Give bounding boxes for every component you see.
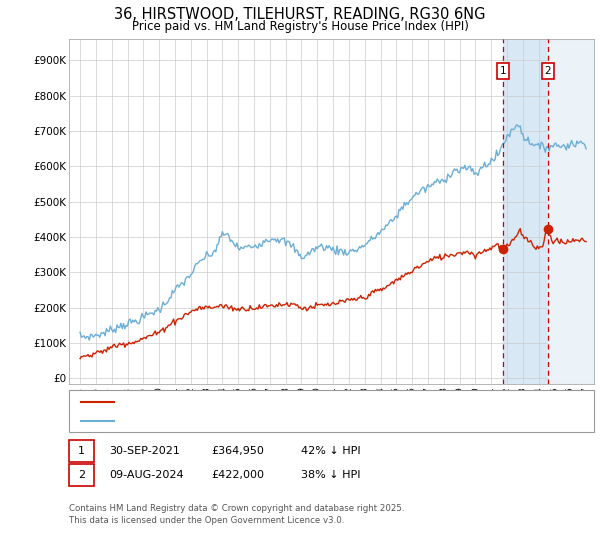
Text: Price paid vs. HM Land Registry's House Price Index (HPI): Price paid vs. HM Land Registry's House … [131,20,469,33]
Text: 2: 2 [545,66,551,76]
Text: £364,950: £364,950 [211,446,264,456]
Text: 42% ↓ HPI: 42% ↓ HPI [301,446,361,456]
Text: 1: 1 [78,446,85,456]
Text: Contains HM Land Registry data © Crown copyright and database right 2025.: Contains HM Land Registry data © Crown c… [69,504,404,513]
Text: This data is licensed under the Open Government Licence v3.0.: This data is licensed under the Open Gov… [69,516,344,525]
Text: £422,000: £422,000 [211,470,264,480]
Text: 30-SEP-2021: 30-SEP-2021 [109,446,180,456]
Bar [548,39,600,384]
Bar [548,39,600,384]
Text: 09-AUG-2024: 09-AUG-2024 [109,470,184,480]
Text: 2: 2 [78,470,85,480]
Text: 38% ↓ HPI: 38% ↓ HPI [301,470,361,480]
Text: HPI: Average price, detached house, Reading: HPI: Average price, detached house, Read… [120,416,355,426]
Text: 1: 1 [500,66,506,76]
Bar [503,39,600,384]
Text: 36, HIRSTWOOD, TILEHURST, READING, RG30 6NG: 36, HIRSTWOOD, TILEHURST, READING, RG30 … [114,7,486,22]
Text: 36, HIRSTWOOD, TILEHURST, READING, RG30 6NG (detached house): 36, HIRSTWOOD, TILEHURST, READING, RG30 … [120,397,479,407]
